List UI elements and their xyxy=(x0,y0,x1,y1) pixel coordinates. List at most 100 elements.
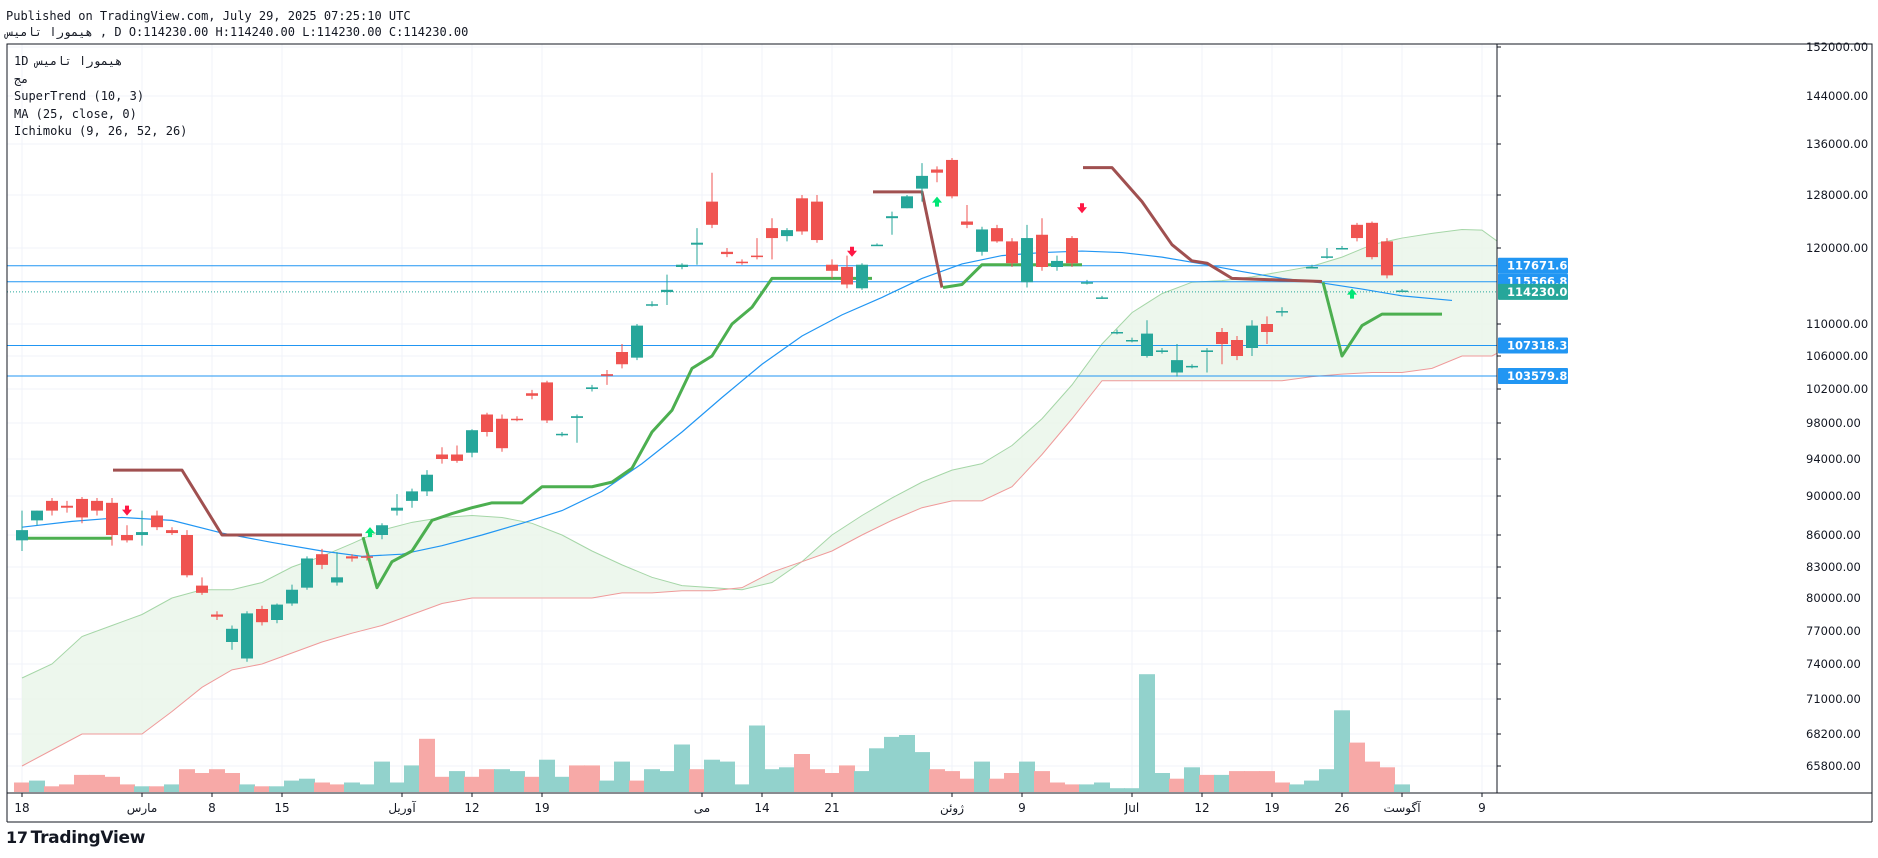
candle-body xyxy=(211,614,223,617)
volume-bar xyxy=(314,782,330,792)
price-tick-label: 128000.00 xyxy=(1806,188,1868,202)
candle-body xyxy=(331,577,343,583)
candle-body xyxy=(316,554,328,565)
volume-bar xyxy=(269,786,285,792)
buy-signal-arrow-icon xyxy=(932,196,942,207)
volume-bar xyxy=(14,782,30,792)
legend-ichimoku[interactable]: Ichimoku (9, 26, 52, 26) xyxy=(14,124,188,138)
candle xyxy=(1171,344,1183,377)
volume-bar xyxy=(1334,710,1350,792)
price-tick-label: 90000.00 xyxy=(1806,489,1861,503)
candle xyxy=(256,605,268,626)
volume-bar xyxy=(959,778,975,792)
candle-body xyxy=(361,556,373,558)
candle-body xyxy=(796,198,808,232)
candle-body xyxy=(811,201,823,241)
candle xyxy=(901,195,913,209)
symbol-ohlc-line: هیمورا تامیس , D O:114230.00 H:114240.00… xyxy=(6,25,469,39)
candle-body xyxy=(586,387,598,389)
legend-supertrend[interactable]: SuperTrend (10, 3) xyxy=(14,89,145,103)
volume-bar xyxy=(1169,778,1185,792)
candle-body xyxy=(226,628,238,642)
volume-bar xyxy=(659,771,675,792)
sell-signal-arrow-icon xyxy=(122,505,132,516)
candle xyxy=(1216,328,1228,365)
candle xyxy=(136,510,148,546)
candle xyxy=(931,166,943,183)
candle xyxy=(946,158,958,199)
volume-bar xyxy=(524,776,540,792)
candle-body xyxy=(931,169,943,173)
candle-body xyxy=(1246,325,1258,348)
plot-area xyxy=(7,158,1497,792)
volume-bar xyxy=(599,780,615,792)
candle xyxy=(1381,238,1393,279)
candle-body xyxy=(1321,256,1333,258)
volume-bar xyxy=(239,784,255,792)
time-axis: 18 مارس 8 15 آوریل 12 19 می 14 21 ژوئن 9 Jul 12 19 26 آگ… xyxy=(14,793,1486,816)
candle xyxy=(811,195,823,243)
candle xyxy=(841,255,853,289)
volume-bar xyxy=(794,754,810,792)
volume-bar xyxy=(164,784,180,792)
candle xyxy=(1096,295,1108,299)
candle-body xyxy=(601,374,613,376)
volume-bar xyxy=(1274,782,1290,792)
candle-body xyxy=(526,393,538,396)
level-price-badge xyxy=(1498,257,1568,274)
candle xyxy=(181,530,193,578)
candle-body xyxy=(976,229,988,252)
price-tick-label: 68200.00 xyxy=(1806,727,1861,741)
candle-body xyxy=(91,500,103,511)
candle-body xyxy=(1021,238,1033,283)
candle xyxy=(781,228,793,242)
ichimoku-cloud xyxy=(22,229,1497,766)
legend-symbol[interactable]: 1D هیمورا تامیس xyxy=(14,54,123,68)
volume-bar xyxy=(404,765,420,792)
sell-signal-arrow-icon xyxy=(1077,203,1087,214)
legend-ma[interactable]: MA (25, close, 0) xyxy=(14,106,137,121)
candle xyxy=(991,224,1003,243)
candle xyxy=(196,577,208,595)
candle-body xyxy=(961,221,973,225)
time-tick-label: آگوست xyxy=(1383,800,1421,816)
candle-body xyxy=(1096,297,1108,299)
candle-body xyxy=(166,530,178,534)
candle xyxy=(976,226,988,256)
candle xyxy=(751,238,763,260)
price-tick-label: 120000.00 xyxy=(1806,241,1868,255)
volume-bar xyxy=(1304,780,1320,792)
candle xyxy=(346,554,358,562)
time-tick-label: 9 xyxy=(1478,801,1486,815)
price-tick-label: 83000.00 xyxy=(1806,560,1861,574)
volume-bar xyxy=(719,761,735,792)
published-line: Published on TradingView.com, July 29, 2… xyxy=(6,9,411,23)
candle-body xyxy=(1351,224,1363,239)
candle xyxy=(61,500,73,513)
candle xyxy=(331,552,343,586)
candle-body xyxy=(1231,340,1243,356)
volume-bar xyxy=(329,784,345,792)
supertrend-line xyxy=(1321,281,1442,358)
candle xyxy=(1306,264,1318,269)
candle-body xyxy=(31,510,43,521)
volume-bar xyxy=(1034,771,1050,792)
candle-body xyxy=(376,525,388,535)
candle-body xyxy=(256,609,268,623)
candle xyxy=(916,163,928,202)
candle xyxy=(391,494,403,516)
candle xyxy=(646,301,658,307)
tradingview-brand[interactable]: 17 TradingView xyxy=(6,828,145,848)
time-tick-label: می xyxy=(694,801,710,815)
candle-body xyxy=(121,535,133,541)
volume-bar xyxy=(764,769,780,792)
candle-body xyxy=(691,242,703,245)
time-tick-label: 26 xyxy=(1334,801,1349,815)
volume-bar xyxy=(1004,773,1020,792)
candle xyxy=(1141,320,1153,358)
candle-body xyxy=(571,416,583,418)
candle-body xyxy=(676,264,688,267)
volume-bar xyxy=(104,776,120,792)
time-tick-label: 14 xyxy=(754,801,769,815)
